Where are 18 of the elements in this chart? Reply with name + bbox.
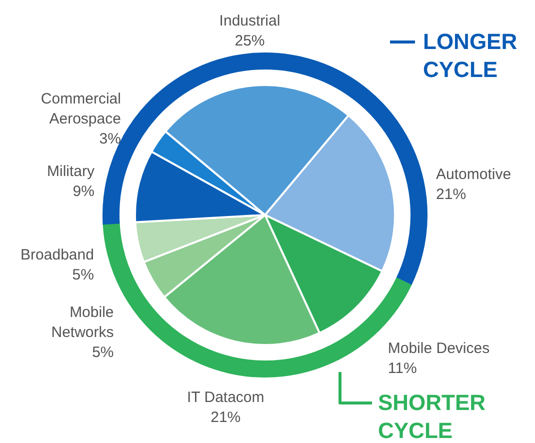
data-label: 25% — [234, 32, 265, 50]
text: LONGER CYCLE — [423, 29, 518, 82]
slice-label: Mobile Devices — [388, 340, 490, 358]
slice-label: Broadband — [20, 246, 94, 264]
slice-label: Automotive — [436, 166, 512, 183]
slice-label: IT Datacom — [187, 389, 264, 406]
data-label: 21% — [210, 409, 241, 426]
data-label: 21% — [436, 186, 466, 203]
data-label: 9% — [72, 183, 94, 200]
slice-label: Mobile Networks — [51, 304, 114, 342]
text: SHORTER CYCLE — [378, 390, 486, 443]
slice-label: Industrial — [219, 12, 280, 30]
slice-label: Military — [46, 163, 95, 180]
data-label: 5% — [72, 266, 94, 284]
slice-label: Commercial Aerospace — [40, 90, 121, 128]
data-label: 5% — [92, 344, 114, 362]
data-label: 11% — [388, 360, 417, 378]
data-label: 3% — [99, 130, 121, 148]
